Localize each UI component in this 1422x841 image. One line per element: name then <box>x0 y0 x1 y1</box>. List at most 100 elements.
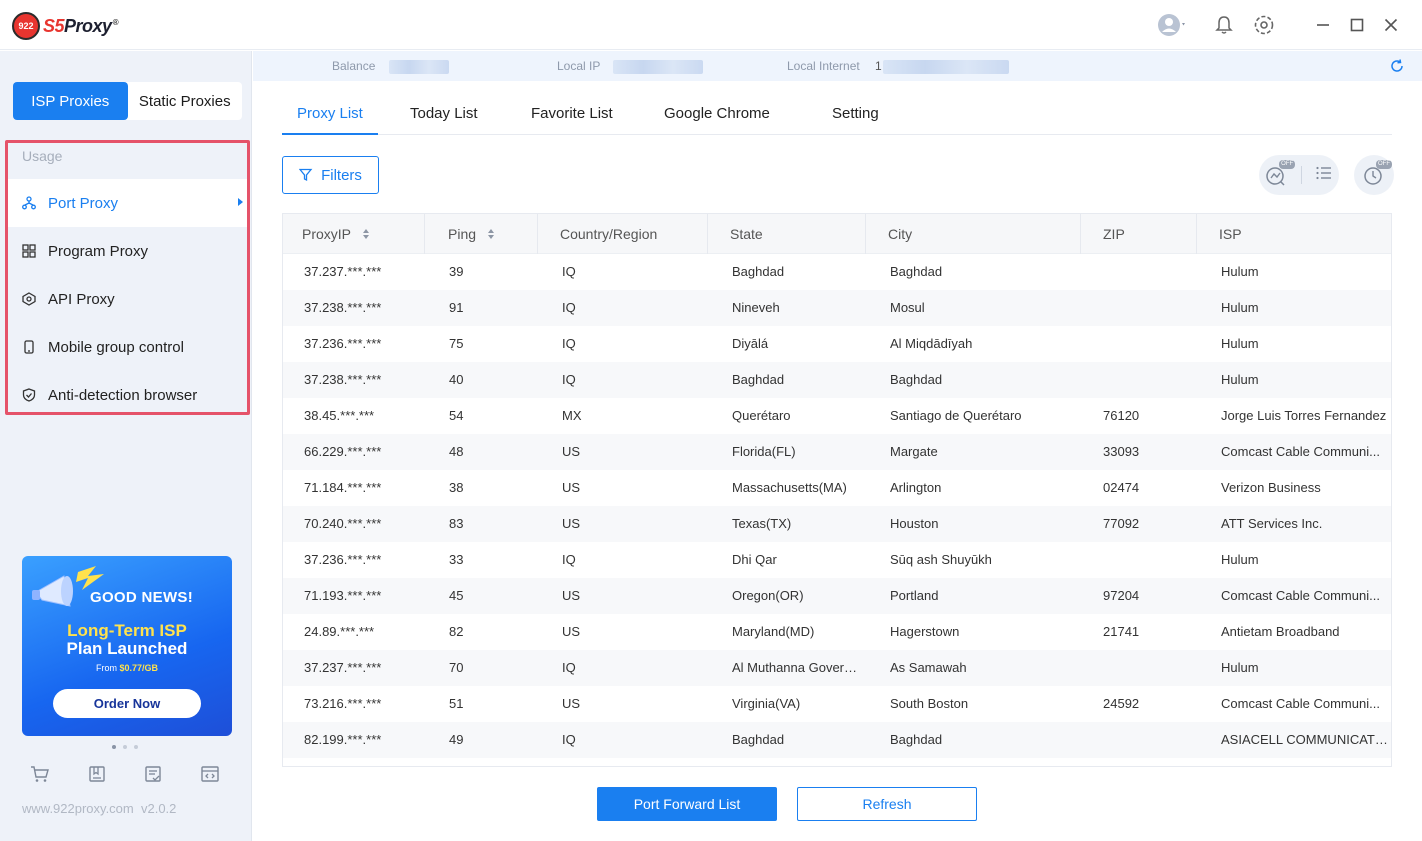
isp-proxies-button[interactable]: ISP Proxies <box>13 82 128 120</box>
avatar-icon[interactable] <box>1152 13 1192 37</box>
column-proxyip[interactable]: ProxyIP <box>302 214 370 254</box>
table-row[interactable]: 82.199.***.*** 49 IQ Baghdad Baghdad ASIACELL… <box>283 722 1391 758</box>
balance-label: Balance <box>332 59 376 73</box>
refresh-info-icon[interactable] <box>1390 59 1404 78</box>
carousel-dot[interactable] <box>134 745 138 749</box>
promo-banner[interactable]: GOOD NEWS! Long-Term ISP Plan Launched F… <box>22 556 232 736</box>
table-row[interactable]: 66.229.***.*** 48 US Florida(FL) Margate 3309… <box>283 434 1391 470</box>
shield-icon <box>22 388 36 402</box>
api-icon <box>22 292 36 306</box>
logo-badge: 922 <box>12 12 40 40</box>
filters-button[interactable]: Filters <box>282 156 379 194</box>
static-proxies-button[interactable]: Static Proxies <box>138 92 231 110</box>
table-cell: 70.240.***.*** <box>304 516 382 531</box>
proxy-table: ProxyIP Ping Country/Region State City Z… <box>282 213 1392 767</box>
carousel-dot[interactable] <box>123 745 127 749</box>
carousel-dot[interactable] <box>112 745 116 749</box>
order-now-button[interactable]: Order Now <box>53 689 201 718</box>
tab-favorite-list[interactable]: Favorite List <box>531 105 613 122</box>
book-icon[interactable] <box>88 764 106 784</box>
table-cell: Baghdad <box>890 372 943 387</box>
table-cell <box>1103 542 1193 578</box>
maximize-icon[interactable] <box>1340 18 1374 32</box>
table-cell: 49 <box>449 732 464 747</box>
column-city[interactable]: City <box>888 226 913 242</box>
table-row[interactable]: 24.89.***.*** 82 US Maryland(MD) Hagerstown 2… <box>283 614 1391 650</box>
table-cell: IQ <box>562 732 576 747</box>
tab-setting[interactable]: Setting <box>832 105 879 122</box>
tab-proxy-list[interactable]: Proxy List <box>282 105 378 135</box>
table-row[interactable]: 37.236.***.*** 33 IQ Dhi Qar Sūq ash Shuyūkh… <box>283 542 1391 578</box>
column-ping[interactable]: Ping <box>448 214 495 254</box>
column-divider <box>865 214 866 254</box>
carousel-dots <box>112 745 138 749</box>
refresh-button[interactable]: Refresh <box>797 787 977 821</box>
list-view-icon[interactable] <box>1315 164 1333 187</box>
table-cell: Mosul <box>890 300 925 315</box>
speed-test-icon[interactable]: OFF <box>1265 160 1296 187</box>
off-badge: OFF <box>1279 160 1296 169</box>
sidebar-item-port-proxy[interactable]: Port Proxy <box>8 179 247 227</box>
column-zip[interactable]: ZIP <box>1103 226 1125 242</box>
sort-icon[interactable] <box>363 229 370 239</box>
logo-text: S5Proxy® <box>43 16 119 37</box>
table-cell: Querétaro <box>732 408 791 423</box>
column-isp[interactable]: ISP <box>1219 226 1242 242</box>
column-divider <box>1080 214 1081 254</box>
sidebar-item-label: Port Proxy <box>48 194 119 212</box>
table-row[interactable]: 73.216.***.*** 51 US Virginia(VA) South Bost… <box>283 686 1391 722</box>
minimize-icon[interactable] <box>1306 18 1340 32</box>
table-row[interactable]: 37.236.***.*** 75 IQ Diyālá Al Miqdādīyah Hul… <box>283 326 1391 362</box>
port-forward-list-button[interactable]: Port Forward List <box>597 787 777 821</box>
sort-icon[interactable] <box>488 229 495 239</box>
table-cell: Sūq ash Shuyūkh <box>890 552 992 567</box>
caret-right-icon <box>238 198 243 206</box>
table-cell: US <box>562 480 581 495</box>
table-row[interactable]: 71.193.***.*** 45 US Oregon(OR) Portland 9720… <box>283 578 1391 614</box>
orders-icon[interactable] <box>144 764 162 784</box>
table-cell: 38.45.***.*** <box>304 408 375 423</box>
sidebar-item-mobile-group-control[interactable]: Mobile group control <box>8 323 247 371</box>
gear-icon[interactable] <box>1244 14 1284 36</box>
window-controls <box>1152 0 1422 50</box>
code-icon[interactable] <box>200 764 220 784</box>
table-cell: 45 <box>449 588 464 603</box>
table-cell: 91 <box>449 300 464 315</box>
table-row[interactable]: 37.237.***.*** 70 IQ Al Muthanna Govern... A… <box>283 650 1391 686</box>
website-link[interactable]: www.922proxy.com <box>22 801 134 816</box>
table-cell: 33093 <box>1103 444 1140 459</box>
tab-today-list[interactable]: Today List <box>410 105 478 122</box>
sidebar-tools <box>30 764 220 784</box>
table-row[interactable]: 71.184.***.*** 38 US Massachusetts(MA) Arlin… <box>283 470 1391 506</box>
table-cell: IQ <box>562 552 576 567</box>
bell-icon[interactable] <box>1204 15 1244 35</box>
table-cell <box>1103 326 1193 362</box>
table-cell: 38 <box>449 480 464 495</box>
table-row[interactable]: 38.45.***.*** 54 MX Querétaro Santiago de Qu… <box>283 398 1391 434</box>
sidebar-item-anti-detection-browser[interactable]: Anti-detection browser <box>8 371 247 419</box>
table-cell: IQ <box>562 300 576 315</box>
balance-value-blurred <box>389 60 449 74</box>
table-cell: Verizon Business <box>1221 480 1321 495</box>
table-cell: 75 <box>449 336 464 351</box>
table-row[interactable]: 37.237.***.*** 39 IQ Baghdad Baghdad Hulum <box>283 254 1391 290</box>
cart-icon[interactable] <box>30 764 50 784</box>
tab-google-chrome[interactable]: Google Chrome <box>664 105 770 122</box>
table-cell: 37.238.***.*** <box>304 372 382 387</box>
column-country[interactable]: Country/Region <box>560 226 658 242</box>
auto-refresh-toggle[interactable]: OFF <box>1354 155 1394 195</box>
table-row[interactable]: 70.240.***.*** 83 US Texas(TX) Houston 77092 A… <box>283 506 1391 542</box>
table-row[interactable]: 37.238.***.*** 91 IQ Nineveh Mosul Hulum <box>283 290 1391 326</box>
banner-headline: GOOD NEWS! <box>90 589 193 606</box>
table-cell: Margate <box>890 444 938 459</box>
table-cell: 76120 <box>1103 408 1140 423</box>
table-header: ProxyIP Ping Country/Region State City Z… <box>283 214 1391 254</box>
table-cell: 40 <box>449 372 464 387</box>
sidebar-item-program-proxy[interactable]: Program Proxy <box>8 227 247 275</box>
sidebar-item-api-proxy[interactable]: API Proxy <box>8 275 247 323</box>
close-icon[interactable] <box>1374 18 1408 32</box>
column-state[interactable]: State <box>730 226 763 242</box>
table-row[interactable]: 37.238.***.*** 40 IQ Baghdad Baghdad Hulum <box>283 362 1391 398</box>
usage-menu: Usage Port Proxy Program Proxy API Proxy <box>5 140 250 415</box>
table-cell: US <box>562 444 581 459</box>
